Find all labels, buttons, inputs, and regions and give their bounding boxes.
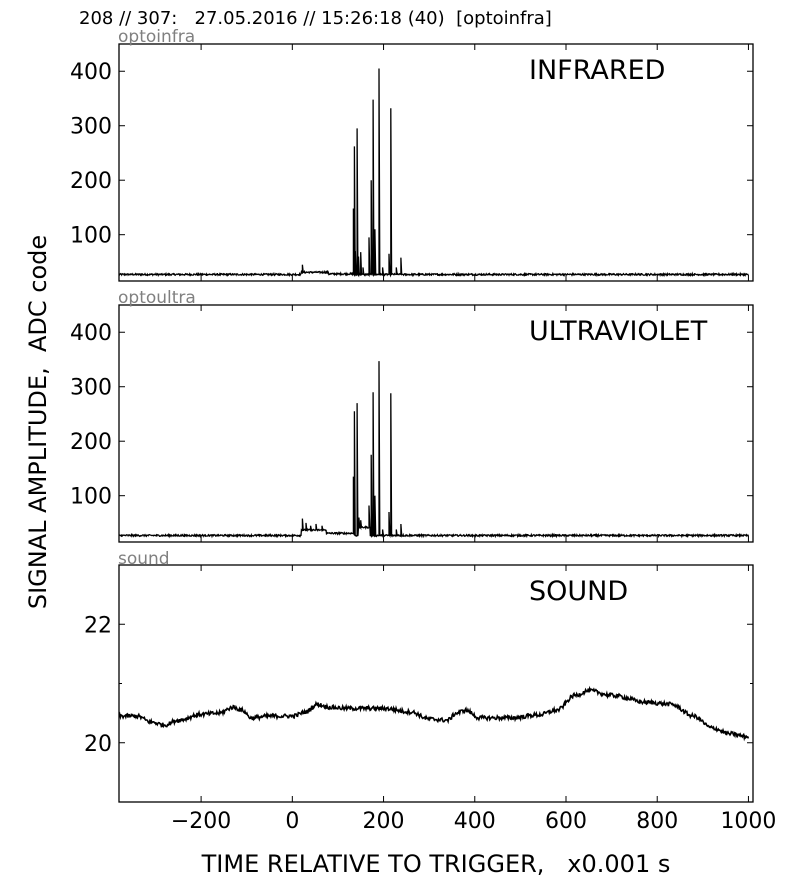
ultraviolet-y-tick-label: 300 <box>70 376 112 401</box>
sound-x-tick-label: 1000 <box>720 809 776 834</box>
panel-sound-title: SOUND <box>529 576 629 607</box>
figure-header: 208 // 307: 27.05.2016 // 15:26:18 (40) … <box>79 8 552 29</box>
sound-x-tick-label: 200 <box>363 809 405 834</box>
panel-ultraviolet-title: ULTRAVIOLET <box>529 316 708 347</box>
sound-x-tick-label: 600 <box>545 809 587 834</box>
x-axis-label: TIME RELATIVE TO TRIGGER, x0.001 s <box>201 850 671 878</box>
infrared-y-tick-label: 400 <box>70 60 112 85</box>
ultraviolet-y-tick-label: 100 <box>70 485 112 510</box>
sound-x-tick-label: −200 <box>171 809 231 834</box>
ultraviolet-axes-frame <box>118 304 754 543</box>
ultraviolet-y-tick-label: 200 <box>70 430 112 455</box>
sound-signal-line <box>119 685 750 742</box>
sound-y-tick-label: 20 <box>84 732 112 757</box>
sound-y-tick-label: 22 <box>84 613 112 638</box>
sound-x-tick-label: 800 <box>636 809 678 834</box>
ultraviolet-y-tick-label: 400 <box>70 321 112 346</box>
infrared-y-tick-label: 300 <box>70 115 112 140</box>
panel-ultraviolet-subtitle: optoultra <box>118 288 196 308</box>
panel-ultraviolet: 100 200 300 400 <box>70 304 754 543</box>
panel-infrared-title: INFRARED <box>529 55 666 86</box>
sound-axes-frame <box>118 564 754 803</box>
panel-infrared: 100 200 300 400 <box>70 43 754 282</box>
y-axis-label: SIGNAL AMPLITUDE, ADC code <box>24 234 52 610</box>
panel-sound-subtitle: sound <box>118 549 170 569</box>
sound-x-tick-label: 0 <box>285 809 299 834</box>
infrared-y-tick-label: 200 <box>70 169 112 194</box>
sound-x-tick-label: 400 <box>454 809 496 834</box>
infrared-signal-line <box>119 68 749 278</box>
infrared-axes-frame <box>118 43 754 282</box>
panel-infrared-subtitle: optoinfra <box>118 27 196 47</box>
panel-sound: −200 0 200 400 600 800 1000 20 22 <box>84 564 776 834</box>
ultraviolet-signal-line <box>119 361 750 539</box>
infrared-y-tick-label: 100 <box>70 224 112 249</box>
